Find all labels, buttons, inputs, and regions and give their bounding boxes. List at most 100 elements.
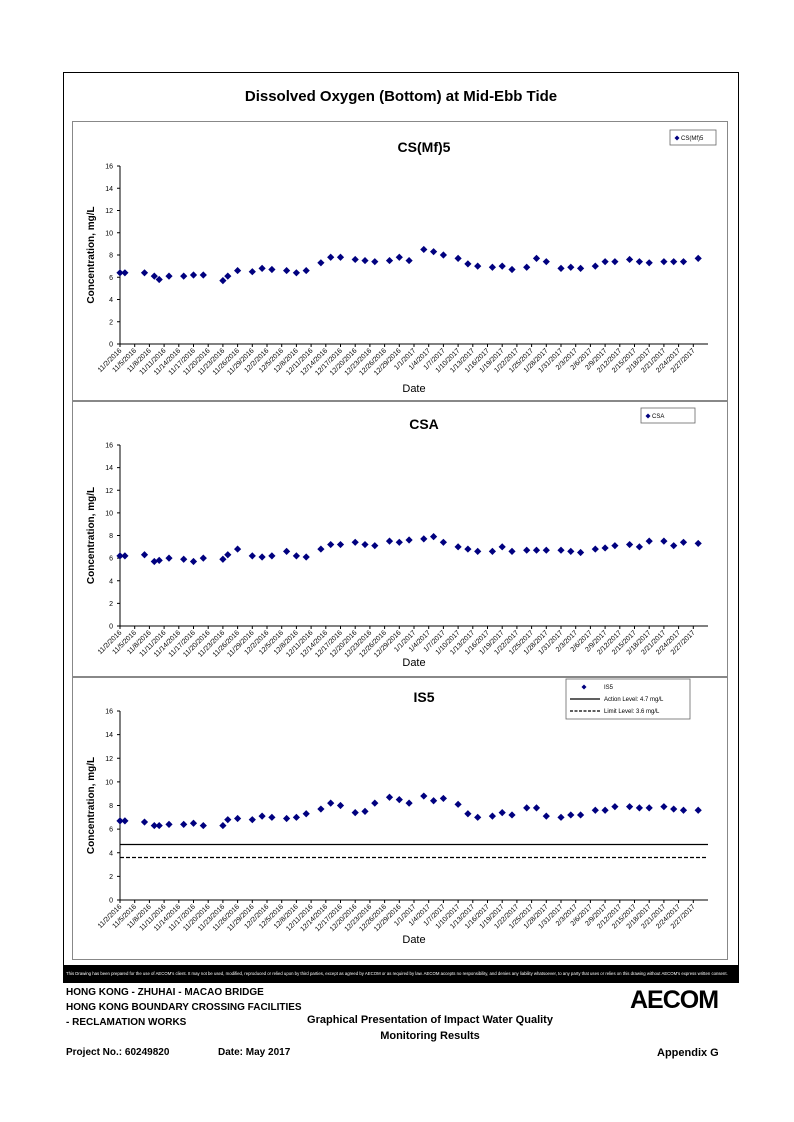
- data-point: [224, 272, 232, 280]
- data-point: [626, 540, 634, 549]
- chart-title: CSA: [409, 416, 439, 432]
- data-point: [670, 805, 678, 813]
- legend-label: Action Level: 4.7 mg/L: [604, 697, 664, 703]
- data-point: [189, 557, 198, 566]
- legend-marker-diamond: [674, 135, 680, 141]
- data-point: [430, 797, 438, 805]
- y-tick-label: 16: [105, 164, 113, 171]
- data-point: [577, 264, 585, 272]
- data-point: [336, 540, 345, 549]
- footer-appendix: Appendix G: [657, 1047, 719, 1059]
- y-tick-label: 16: [105, 443, 113, 450]
- chart-svg: CSA024681012141611/2/201611/5/201611/8/2…: [86, 407, 708, 669]
- chart-title: IS5: [413, 689, 434, 705]
- data-point: [405, 256, 413, 265]
- data-point: [508, 547, 516, 555]
- data-point: [361, 256, 369, 265]
- data-point: [371, 799, 379, 807]
- x-axis-label: Date: [402, 934, 425, 946]
- data-point: [317, 805, 325, 813]
- data-point: [268, 552, 276, 560]
- data-point: [508, 265, 516, 274]
- data-point: [635, 258, 643, 266]
- data-point: [454, 543, 462, 551]
- data-point: [611, 258, 619, 266]
- data-point: [336, 801, 345, 810]
- y-tick-label: 4: [109, 578, 113, 585]
- data-point: [679, 258, 688, 266]
- chart-svg: CS(Mf)5024681012141611/2/201611/5/201611…: [86, 129, 717, 395]
- y-tick-label: 0: [109, 624, 113, 631]
- data-point: [635, 804, 643, 812]
- data-point: [532, 546, 541, 554]
- data-point: [611, 803, 619, 811]
- footer-drawing-title-1: Graphical Presentation of Impact Water Q…: [307, 1014, 553, 1026]
- data-point: [385, 537, 394, 545]
- data-point: [121, 269, 129, 277]
- data-point: [567, 263, 575, 271]
- data-point: [694, 806, 702, 814]
- data-point: [219, 276, 227, 285]
- data-point: [302, 266, 310, 275]
- data-point: [557, 813, 565, 821]
- y-tick-label: 2: [109, 319, 113, 326]
- legend-marker-diamond: [645, 413, 651, 419]
- data-point: [508, 811, 516, 819]
- data-point: [542, 812, 550, 820]
- data-point: [694, 254, 702, 262]
- data-point: [361, 807, 369, 816]
- data-point: [219, 821, 227, 830]
- page-title: Dissolved Oxygen (Bottom) at Mid-Ebb Tid…: [244, 88, 558, 105]
- data-point: [327, 253, 335, 261]
- y-tick-label: 10: [105, 510, 113, 517]
- data-point: [199, 554, 207, 562]
- data-point: [645, 259, 653, 267]
- data-point: [150, 821, 158, 830]
- data-point: [405, 799, 413, 807]
- data-point: [670, 258, 678, 266]
- data-point: [420, 792, 428, 800]
- data-point: [361, 540, 369, 549]
- data-point: [439, 538, 447, 546]
- data-point: [454, 800, 462, 808]
- data-point: [567, 811, 575, 819]
- data-point: [532, 804, 541, 812]
- data-point: [567, 547, 575, 555]
- data-point: [165, 272, 173, 280]
- footer-date: Date: May 2017: [218, 1047, 291, 1058]
- data-point: [679, 538, 688, 546]
- legend-box: [640, 407, 696, 424]
- data-point: [248, 816, 256, 824]
- data-point: [395, 795, 403, 804]
- data-point: [371, 258, 379, 266]
- data-point: [557, 264, 565, 272]
- data-point: [498, 808, 506, 817]
- aecom-logo: AECOM: [630, 986, 719, 1014]
- data-point: [292, 813, 300, 821]
- data-point: [523, 804, 531, 812]
- data-point: [464, 260, 472, 268]
- data-point: [180, 272, 188, 280]
- data-point: [248, 552, 256, 560]
- data-point: [199, 821, 207, 830]
- data-point: [258, 264, 266, 272]
- data-point: [292, 552, 300, 560]
- data-point: [234, 266, 242, 275]
- data-point: [557, 546, 565, 554]
- data-point: [645, 804, 653, 812]
- y-tick-label: 8: [109, 803, 113, 810]
- y-tick-label: 2: [109, 601, 113, 608]
- y-tick-label: 4: [109, 850, 113, 857]
- data-point: [351, 538, 359, 546]
- data-point: [180, 820, 188, 828]
- data-point: [371, 542, 379, 550]
- data-point: [351, 808, 359, 817]
- chart-svg: IS5024681012141611/2/201611/5/201611/8/2…: [86, 678, 708, 946]
- data-point: [385, 793, 394, 801]
- data-point: [660, 258, 668, 266]
- data-point: [488, 547, 496, 555]
- data-point: [165, 554, 173, 562]
- data-point: [155, 556, 163, 564]
- data-point: [679, 806, 688, 814]
- legend-marker-diamond: [581, 684, 587, 690]
